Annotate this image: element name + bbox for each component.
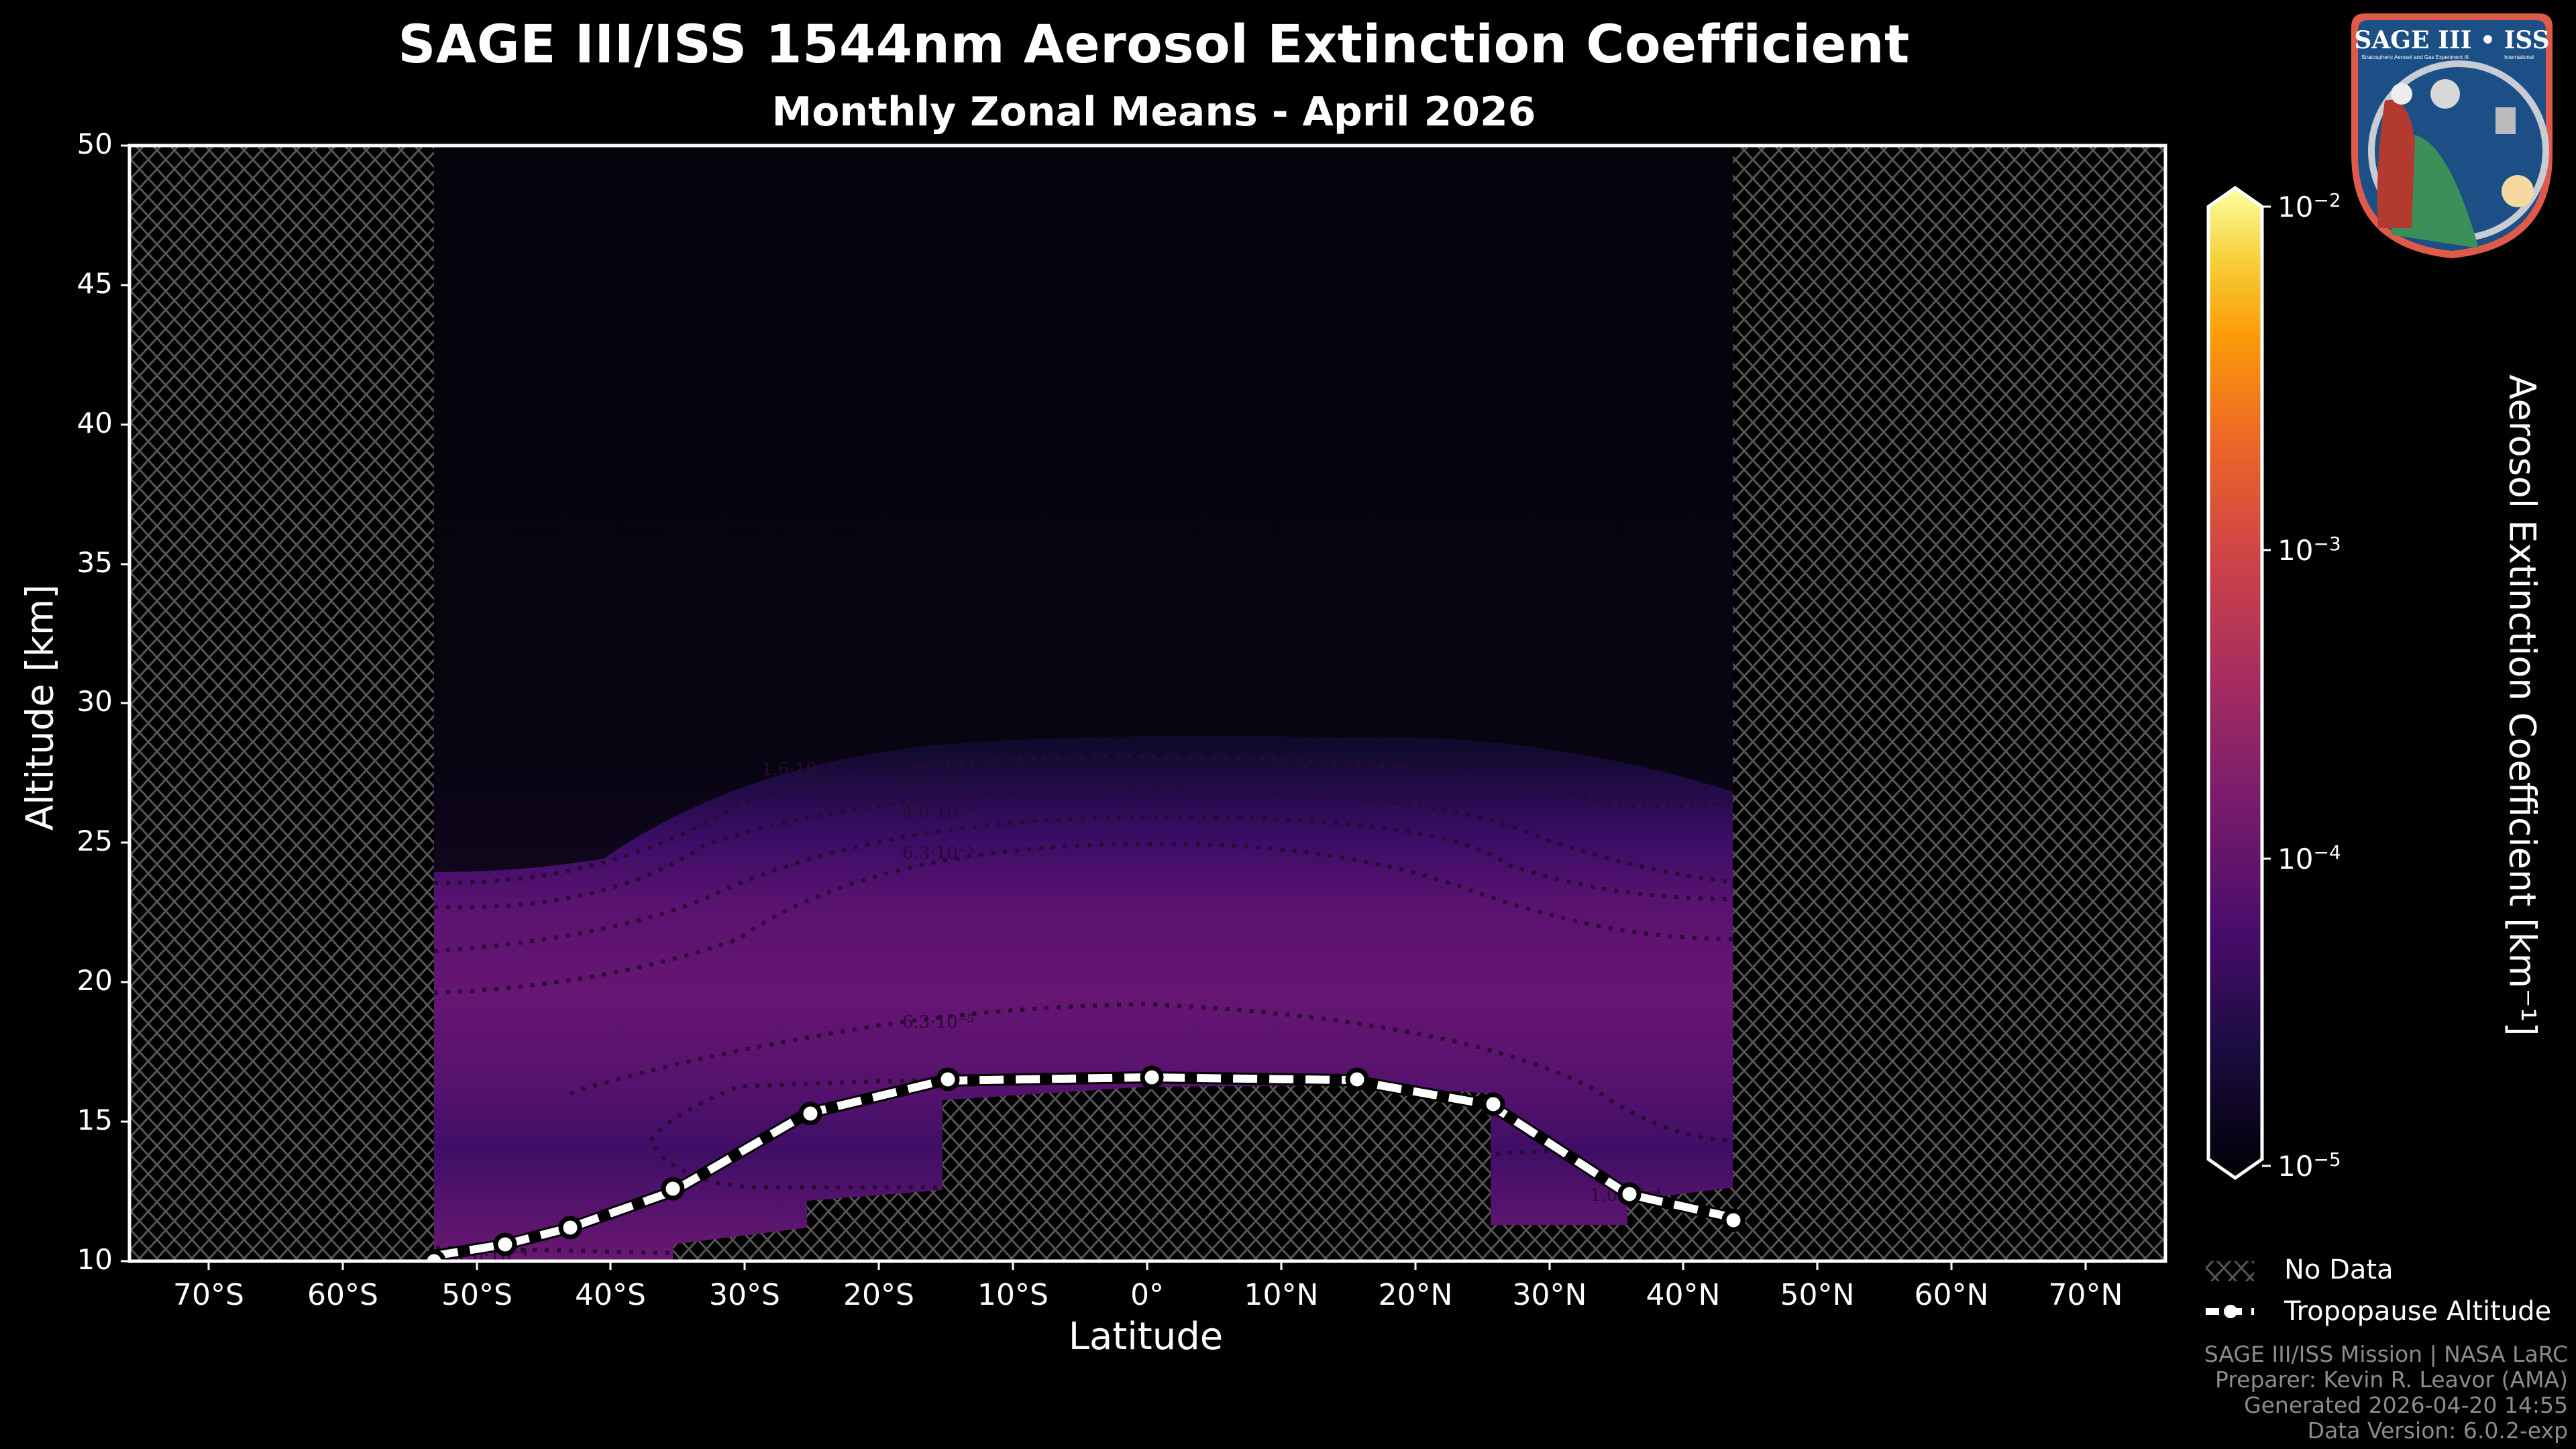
xtick-label: 50°N (1780, 1278, 1855, 1312)
ytick-label: 20 (76, 964, 113, 997)
ytick-label: 10 (76, 1243, 113, 1276)
chart-subtitle: Monthly Zonal Means - April 2026 (771, 89, 1536, 136)
x-axis-label: Latitude (1068, 1315, 1224, 1358)
x-ticks (207, 1261, 2087, 1270)
sage-iii-iss-mission-logo-icon: SAGE III • ISS Stratospheric Aerosol and… (2351, 13, 2553, 258)
footer-generated: Generated 2026-04-20 14:55 (2244, 1392, 2568, 1418)
contour-labels: 1.6·10⁻⁵ 2.5·10⁻⁵ 4.0·10⁻⁵ 6.3·10⁻⁵ 6.3·… (456, 759, 1662, 1261)
xtick-label: 60°N (1914, 1278, 1989, 1312)
colorbar-tick-label: 10−3 (2277, 533, 2341, 567)
heatmap-area: 1.6·10⁻⁵ 2.5·10⁻⁵ 4.0·10⁻⁵ 6.3·10⁻⁵ 6.3·… (129, 146, 2165, 1261)
legend-tropopause: Tropopause Altitude (2284, 1296, 2552, 1327)
svg-text:2.5·10⁻⁵: 2.5·10⁻⁵ (902, 773, 974, 793)
svg-text:4.0·10⁻⁵: 4.0·10⁻⁵ (902, 802, 974, 822)
ytick-label: 25 (76, 824, 113, 857)
footer-credits: SAGE III/ISS Mission | NASA LaRC Prepare… (2204, 1342, 2568, 1444)
svg-text:International: International (2504, 54, 2534, 60)
xtick-label: 10°N (1244, 1278, 1319, 1312)
svg-text:SAGE III • ISS: SAGE III • ISS (2354, 26, 2549, 54)
xtick-label: 20°N (1378, 1278, 1453, 1312)
footer-mission: SAGE III/ISS Mission | NASA LaRC (2204, 1341, 2568, 1367)
legend-no-data: No Data (2284, 1254, 2394, 1285)
y-axis-label: Altitude [km] (18, 584, 62, 831)
xtick-label: 60°S (307, 1278, 378, 1312)
xtick-label: 30°N (1512, 1278, 1587, 1312)
ytick-label: 15 (76, 1104, 113, 1136)
xtick-label: 20°S (843, 1278, 914, 1312)
chart-title: SAGE III/ISS 1544nm Aerosol Extinction C… (398, 15, 1910, 75)
ytick-label: 40 (76, 407, 113, 439)
colorbar-tick-label: 10−5 (2277, 1148, 2341, 1183)
svg-text:1.6·10⁻⁵: 1.6·10⁻⁵ (761, 759, 833, 780)
xtick-label: 0° (1130, 1278, 1164, 1312)
tropopause-line (422, 1065, 1746, 1261)
xtick-label: 50°S (441, 1278, 513, 1312)
ytick-label: 30 (76, 685, 113, 718)
colorbar-tick-label: 10−2 (2277, 189, 2341, 223)
xtick-label: 10°S (977, 1278, 1049, 1312)
xtick-label: 70°S (173, 1278, 244, 1312)
no-data-swatch-icon (2206, 1261, 2254, 1281)
xtick-label: 40°N (1646, 1278, 1721, 1312)
colorbar-tick-label: 10−4 (2277, 841, 2341, 875)
y-ticks (121, 144, 129, 1263)
legend-swatches (2206, 1261, 2254, 1318)
footer-preparer: Preparer: Kevin R. Leavor (AMA) (2215, 1366, 2568, 1393)
ytick-label: 45 (76, 267, 113, 300)
xtick-label: 30°S (709, 1278, 780, 1312)
colorbar (2206, 185, 2271, 1181)
footer-version: Data Version: 6.0.2-exp (2307, 1417, 2568, 1444)
ytick-label: 50 (76, 127, 113, 160)
xtick-label: 40°S (575, 1278, 646, 1312)
svg-text:Stratospheric Aerosol and Gas: Stratospheric Aerosol and Gas Experiment… (2361, 54, 2469, 60)
ytick-label: 35 (76, 546, 113, 579)
svg-text:6.3·10⁻⁵: 6.3·10⁻⁵ (902, 1012, 974, 1032)
tropopause-swatch-icon (2206, 1305, 2254, 1318)
xtick-label: 70°N (2048, 1278, 2123, 1312)
no-data-floor (434, 1085, 1733, 1261)
svg-text:6.3·10⁻⁵: 6.3·10⁻⁵ (902, 843, 974, 863)
colorbar-label: Aerosol Extinction Coefficient [km⁻¹] (2501, 374, 2544, 1036)
